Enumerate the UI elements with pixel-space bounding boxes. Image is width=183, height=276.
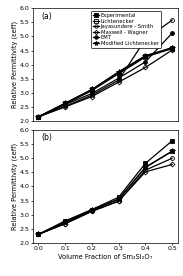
- Maxwell - Wagner: [117, 81, 120, 84]
- Lichtenecker: [171, 47, 173, 50]
- Text: (b): (b): [42, 134, 53, 142]
- Modified Lichtenecker: [37, 115, 39, 118]
- Text: (a): (a): [42, 12, 52, 21]
- EMT: [91, 92, 93, 95]
- Line: Maxwell - Wagner: Maxwell - Wagner: [37, 48, 174, 119]
- Modified Lichtenecker: [171, 46, 173, 49]
- Line: Modified Lichtenecker: Modified Lichtenecker: [36, 45, 175, 120]
- Lichtenecker: [64, 102, 66, 106]
- Jayasundere - Smith: [37, 115, 39, 118]
- Jayasundere - Smith: [64, 105, 66, 108]
- EMT: [171, 31, 173, 35]
- Experimental: [64, 102, 66, 105]
- Maxwell - Wagner: [171, 48, 173, 52]
- Jayasundere - Smith: [91, 94, 93, 97]
- Experimental: [37, 115, 39, 118]
- EMT: [64, 103, 66, 106]
- Legend: Experimental, Lichtenecker, Jayasundere - Smith, Maxwell - Wagner, EMT, Modified: Experimental, Lichtenecker, Jayasundere …: [91, 11, 161, 48]
- Experimental: [117, 71, 120, 74]
- Lichtenecker: [117, 72, 120, 75]
- Modified Lichtenecker: [117, 70, 120, 73]
- Maxwell - Wagner: [64, 105, 66, 109]
- Lichtenecker: [144, 55, 146, 59]
- Jayasundere - Smith: [117, 79, 120, 82]
- Lichtenecker: [37, 115, 39, 118]
- Experimental: [171, 46, 173, 49]
- Experimental: [91, 88, 93, 91]
- Experimental: [144, 55, 146, 58]
- Modified Lichtenecker: [91, 88, 93, 91]
- Modified Lichtenecker: [144, 54, 146, 57]
- Maxwell - Wagner: [144, 66, 146, 69]
- X-axis label: Volume Fraction of Sm₂Si₂O₇: Volume Fraction of Sm₂Si₂O₇: [58, 254, 152, 260]
- Line: EMT: EMT: [36, 31, 174, 119]
- EMT: [144, 60, 146, 63]
- Jayasundere - Smith: [144, 38, 146, 41]
- Maxwell - Wagner: [37, 115, 39, 118]
- Y-axis label: Relative Permittivity (εeff): Relative Permittivity (εeff): [12, 21, 18, 108]
- Modified Lichtenecker: [64, 102, 66, 105]
- Jayasundere - Smith: [171, 18, 173, 22]
- Lichtenecker: [91, 89, 93, 92]
- Maxwell - Wagner: [91, 95, 93, 98]
- Line: Lichtenecker: Lichtenecker: [36, 47, 174, 119]
- EMT: [117, 76, 120, 80]
- Y-axis label: Relative Permittivity (εeff): Relative Permittivity (εeff): [12, 143, 18, 230]
- Line: Experimental: Experimental: [36, 46, 174, 119]
- Line: Jayasundere - Smith: Jayasundere - Smith: [36, 18, 174, 119]
- EMT: [37, 115, 39, 118]
